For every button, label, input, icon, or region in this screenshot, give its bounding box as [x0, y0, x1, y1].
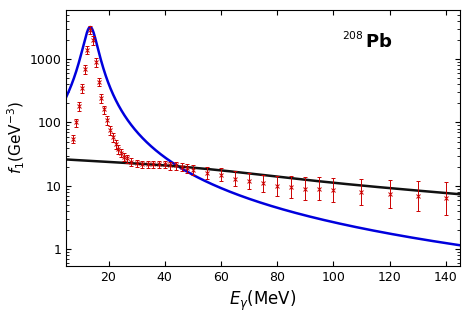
- Y-axis label: $f_1$(GeV$^{-3}$): $f_1$(GeV$^{-3}$): [6, 101, 27, 174]
- Text: $\mathbf{Pb}$: $\mathbf{Pb}$: [365, 33, 392, 51]
- Text: $^{208}$: $^{208}$: [342, 33, 364, 48]
- X-axis label: $E_{\gamma}$(MeV): $E_{\gamma}$(MeV): [229, 289, 297, 313]
